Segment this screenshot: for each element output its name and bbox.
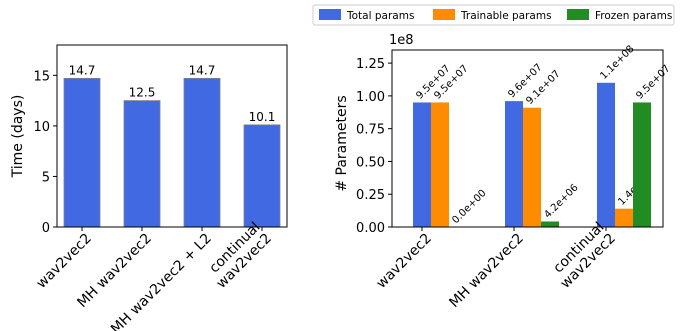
time-plot-frame (56, 44, 288, 228)
param-x-tick-label: wav2vec2 (373, 231, 434, 292)
param-bar (615, 208, 633, 227)
param-bar-label: 4.2e+06 (542, 182, 580, 220)
time-x-tick-label-line: MH wav2vec2 + L2 (108, 231, 215, 331)
legend: Total params Trainable params Frozen param… (312, 4, 675, 26)
time-y-tick-label: 0 (42, 221, 50, 236)
param-x-tick-label-line: wav2vec2 (373, 231, 434, 292)
param-y-tick-label: 1.25 (356, 57, 385, 72)
param-y-axis-label: # Parameters (334, 95, 350, 191)
time-x-tick-label-line: wav2vec2 (33, 231, 94, 292)
time-y-axis-label: Time (days) (10, 95, 26, 179)
param-bar (633, 102, 651, 227)
legend-label: Trainable params (460, 10, 552, 22)
legend-swatch (567, 9, 589, 20)
param-bar-label: 9.5e+07 (634, 63, 672, 101)
param-bar-label: 0.0e+00 (450, 188, 488, 226)
param-y-tick-label: 0.75 (356, 123, 385, 138)
time-bar (123, 100, 161, 228)
time-y-tick-label: 5 (42, 170, 50, 185)
time-bar-label: 14.7 (189, 63, 216, 77)
time-y-tick-label: 10 (33, 120, 50, 135)
legend-label: Total params (346, 10, 414, 22)
param-y-tick-label: 1.00 (356, 90, 385, 105)
param-bar (541, 221, 559, 227)
param-y-tick-label: 0.50 (356, 155, 385, 170)
param-bar-label: 1.1e+08 (598, 44, 636, 82)
parameters-chart: 9.5e+079.5e+070.0e+009.6e+079.1e+074.2e+… (334, 33, 673, 311)
time-bar-label: 10.1 (249, 110, 276, 124)
legend-swatch (319, 9, 341, 20)
param-bar (413, 102, 431, 227)
param-bar (505, 101, 523, 227)
time-bar-label: 14.7 (69, 63, 96, 77)
param-y-tick-label: 0.25 (356, 188, 385, 203)
param-offset-text: 1e8 (389, 33, 414, 48)
param-x-tick-label: MH wav2vec2 (446, 231, 526, 311)
time-bar-label: 12.5 (129, 86, 156, 100)
time-bar (63, 77, 101, 228)
param-x-tick-label: continualwav2vec2 (546, 219, 619, 292)
time-bar (243, 124, 281, 228)
param-bar (597, 82, 615, 228)
param-plot-frame (391, 49, 664, 228)
time-bar (183, 77, 221, 228)
param-y-tick-label: 0.00 (356, 221, 385, 236)
legend-label: Frozen params (595, 10, 672, 22)
time-x-tick-label: wav2vec2 (33, 231, 94, 292)
time-y-tick-label: 15 (33, 69, 50, 84)
param-bar (523, 107, 541, 227)
param-x-tick-label-line: MH wav2vec2 (446, 231, 526, 311)
time-x-tick-label: MH wav2vec2 + L2 (108, 231, 215, 331)
param-bar (431, 102, 449, 227)
legend-swatch (433, 9, 455, 20)
time-x-tick-label: continualwav2vec2 (202, 219, 275, 292)
